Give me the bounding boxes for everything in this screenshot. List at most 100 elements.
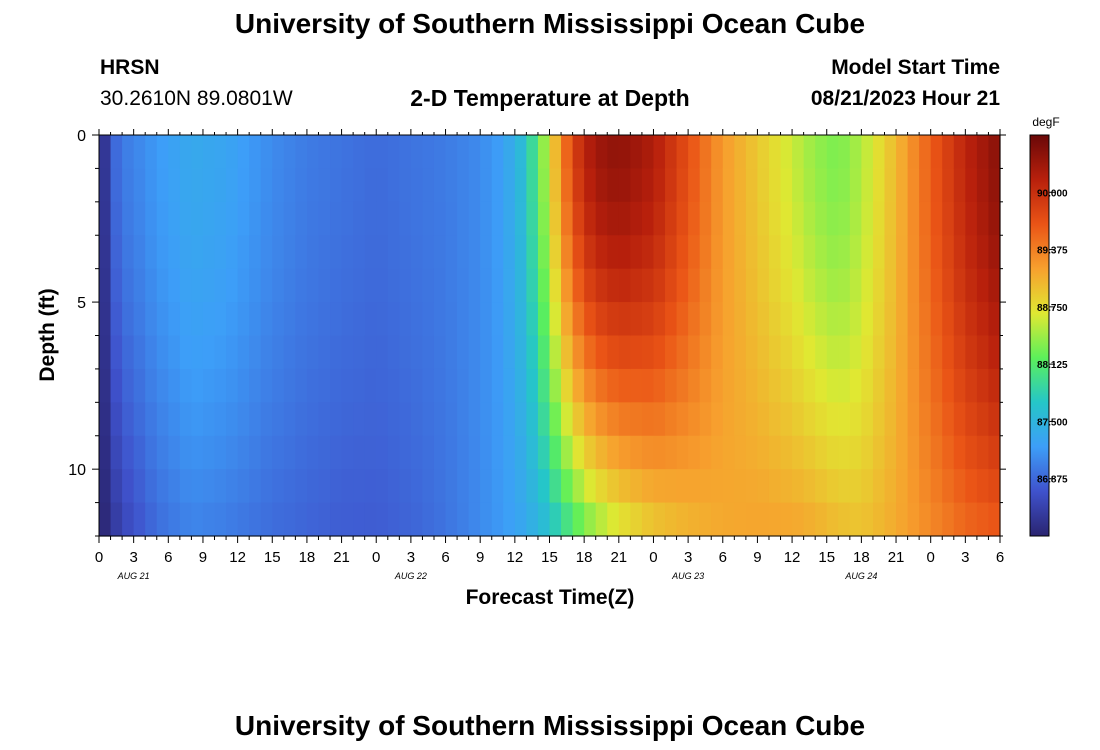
heatmap-cell — [110, 302, 123, 337]
heatmap-cell — [896, 268, 909, 303]
heatmap-cell — [896, 201, 909, 236]
heatmap-cell — [503, 302, 516, 337]
heatmap-cell — [930, 268, 943, 303]
heatmap-cell — [768, 335, 782, 370]
heatmap-cell — [849, 201, 862, 236]
heatmap-cell — [145, 335, 158, 370]
heatmap-cell — [237, 469, 250, 504]
heatmap-cell — [468, 402, 481, 437]
heatmap-cell — [688, 302, 701, 337]
heatmap-cell — [110, 502, 123, 537]
heatmap-cell — [803, 135, 816, 170]
heatmap-cell — [318, 201, 331, 236]
heatmap-cell — [306, 302, 320, 337]
heatmap-cell — [653, 302, 666, 337]
heatmap-cell — [745, 168, 759, 203]
x-tick-label: 15 — [818, 549, 835, 566]
heatmap-cell — [919, 402, 932, 437]
heatmap-cell — [711, 469, 724, 504]
heatmap-cell — [179, 335, 193, 370]
heatmap-cell — [803, 302, 816, 337]
heatmap-cell — [214, 469, 227, 504]
heatmap-cell — [237, 368, 250, 403]
heatmap-cell — [872, 302, 886, 337]
heatmap-cell — [168, 368, 181, 403]
heatmap-cell — [237, 201, 250, 236]
heatmap-cell — [884, 502, 897, 537]
heatmap-cell — [341, 469, 354, 504]
heatmap-cell — [653, 502, 666, 537]
heatmap-cell — [202, 135, 216, 170]
heatmap-cell — [249, 435, 262, 470]
heatmap-cell — [179, 168, 193, 203]
heatmap-cell — [260, 201, 273, 236]
heatmap-cell — [191, 168, 204, 203]
heatmap-cell — [145, 135, 158, 170]
heatmap-cell — [387, 368, 400, 403]
colorbar-tick-label: 90.000 — [1037, 188, 1068, 199]
heatmap-cell — [422, 302, 435, 337]
heatmap-cell — [699, 268, 712, 303]
heatmap-cell — [549, 335, 562, 370]
heatmap-cell — [942, 302, 955, 337]
colorbar-ticks: 86.875 87.500 88.125 88.750 89.375 90.000 — [1037, 188, 1068, 485]
heatmap-cell — [676, 469, 689, 504]
heatmap-cell — [202, 502, 216, 537]
heatmap-cell — [826, 135, 839, 170]
heatmap-cell — [457, 268, 470, 303]
heatmap-cell — [699, 402, 712, 437]
heatmap-cell — [861, 469, 874, 504]
heatmap-cell — [514, 201, 527, 236]
heatmap-cell — [122, 235, 135, 270]
heatmap-cell — [364, 435, 377, 470]
heatmap-cell — [480, 168, 493, 203]
heatmap-cell — [237, 402, 250, 437]
heatmap-cell — [757, 302, 770, 337]
heatmap-cell — [942, 235, 955, 270]
heatmap-cell — [734, 435, 747, 470]
heatmap-cell — [907, 168, 920, 203]
heatmap-cell — [653, 469, 666, 504]
heatmap-cell — [214, 302, 227, 337]
heatmap-cell — [480, 402, 493, 437]
heatmap-cell — [838, 235, 851, 270]
heatmap-cell — [226, 235, 239, 270]
heatmap-cell — [826, 469, 839, 504]
heatmap-cell — [514, 368, 527, 403]
heatmap-cell — [341, 201, 354, 236]
heatmap-cell — [422, 435, 435, 470]
heatmap-cell — [988, 402, 1001, 437]
heatmap-cell — [896, 368, 909, 403]
heatmap-cell — [745, 201, 759, 236]
heatmap-cell — [953, 168, 966, 203]
heatmap-cell — [861, 302, 874, 337]
heatmap-cell — [618, 168, 631, 203]
heatmap-cell — [919, 135, 932, 170]
heatmap-cell — [815, 201, 828, 236]
heatmap-cell — [896, 335, 909, 370]
heatmap-cell — [122, 168, 135, 203]
heatmap-cell — [872, 402, 886, 437]
heatmap-cell — [295, 402, 308, 437]
heatmap-cell — [110, 235, 123, 270]
heatmap-cell — [283, 469, 296, 504]
heatmap-cell — [399, 469, 412, 504]
heatmap-cell — [168, 469, 181, 504]
heatmap-cell — [549, 502, 562, 537]
heatmap-cell — [976, 235, 990, 270]
heatmap-cell — [202, 335, 216, 370]
heatmap-cell — [526, 135, 539, 170]
heatmap-cell — [838, 335, 851, 370]
heatmap-cell — [480, 135, 493, 170]
heatmap-cell — [168, 268, 181, 303]
heatmap-cell — [641, 201, 655, 236]
heatmap-cell — [884, 302, 897, 337]
heatmap-cell — [503, 168, 516, 203]
heatmap-cell — [272, 402, 285, 437]
heatmap-cell — [433, 201, 447, 236]
colorbar-unit: degF — [1032, 115, 1059, 129]
heatmap-cell — [595, 502, 608, 537]
heatmap-cell — [214, 268, 227, 303]
heatmap-cell — [191, 502, 204, 537]
heatmap-cell — [133, 201, 146, 236]
